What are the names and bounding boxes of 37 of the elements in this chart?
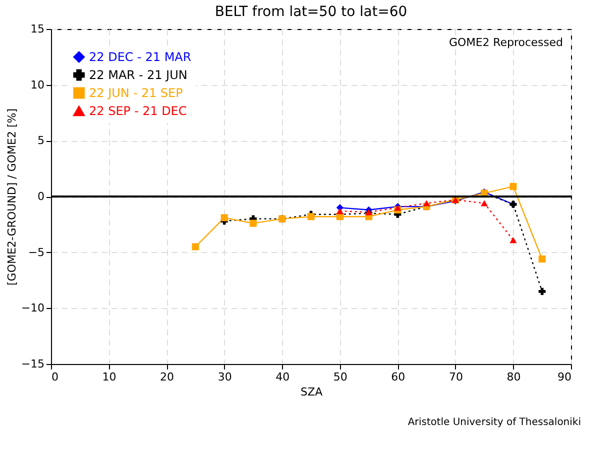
legend-label: 22 SEP - 21 DEC [89,104,187,118]
y-tick-label: 5 [38,134,44,148]
legend-label: 22 DEC - 21 MAR [89,50,192,64]
y-tick-label: −15 [21,358,44,370]
point [423,200,430,206]
point [192,243,199,250]
y-tick-label: 0 [38,190,44,203]
x-tick-label: 90 [558,370,572,384]
y-tick-label: 10 [30,78,44,92]
y-tick-label: −10 [21,302,44,315]
point [510,236,517,244]
x-tick-label: 30 [218,370,232,384]
chart-title: BELT from lat=50 to lat=60 [214,4,408,20]
point [510,182,517,190]
point [336,208,344,214]
point [480,200,488,206]
text: Aristotle University of Thessaloniki [408,417,581,428]
x-tick-label: 70 [448,370,463,384]
legend-label: 22 MAR - 21 JUN [89,68,188,82]
x-tick-label: 20 [160,370,174,384]
point [220,214,228,222]
point [250,220,257,227]
y-axis-title: [GOME2-GROUND] / GOME2 [%] [5,108,18,286]
x-tick-label: 40 [276,370,290,384]
point [307,213,315,220]
point [538,288,546,295]
x-axis-title: SZA [300,386,323,398]
x-tick-label: 80 [506,370,521,384]
y-tick-label: 15 [30,22,44,36]
y-tick-label: −5 [28,246,44,259]
x-tick-label: 50 [333,370,348,384]
x-tick-label: 60 [391,370,406,384]
legend-label: 22 JUN - 21 SEP [89,86,183,100]
annotation: GOME2 Reprocessed [448,36,563,49]
x-tick-label: 0 [52,370,58,384]
point [538,255,546,263]
x-tick-label: 10 [102,370,116,384]
